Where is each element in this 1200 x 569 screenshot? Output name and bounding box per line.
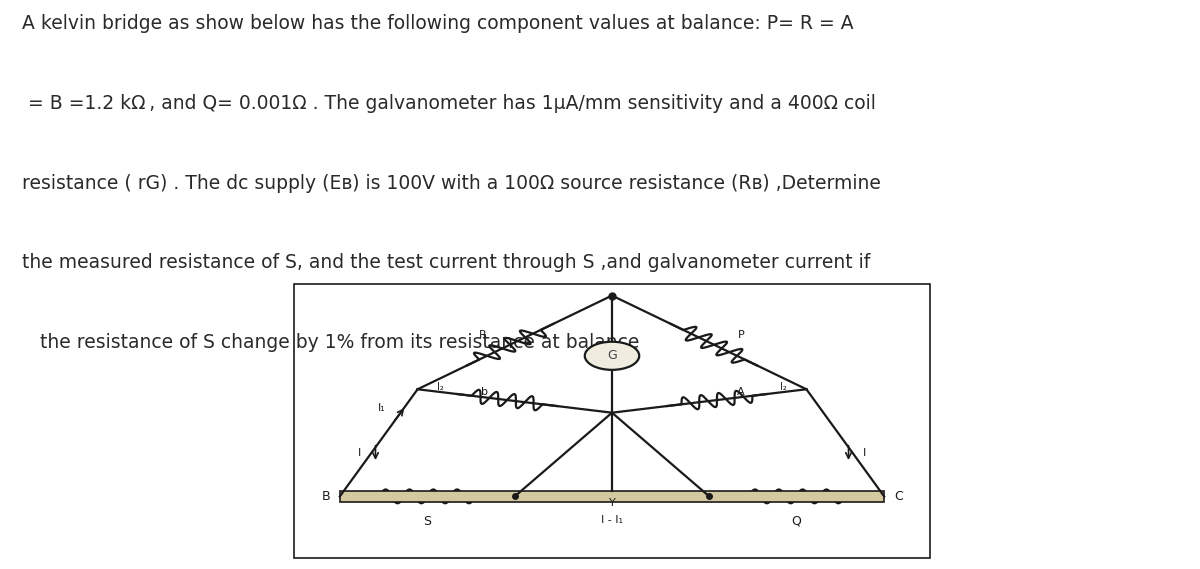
Text: B: B: [322, 490, 330, 503]
Text: S: S: [424, 515, 431, 528]
Text: I₁: I₁: [378, 403, 386, 413]
Text: I₂: I₂: [780, 382, 787, 392]
Text: b: b: [480, 387, 487, 397]
Text: I₂: I₂: [437, 382, 444, 392]
Bar: [340, 491, 884, 502]
Text: = B =1.2 kΩ , and Q= 0.001Ω . The galvanometer has 1μA/mm sensitivity and a 400Ω: = B =1.2 kΩ , and Q= 0.001Ω . The galvan…: [22, 94, 876, 113]
Text: the resistance of S change by 1% from its resistance at balance: the resistance of S change by 1% from it…: [22, 333, 638, 352]
Text: the measured resistance of S, and the test current through S ,and galvanometer c: the measured resistance of S, and the te…: [22, 253, 870, 272]
Text: R: R: [479, 329, 486, 340]
Text: C: C: [894, 490, 902, 503]
Text: Y: Y: [608, 498, 616, 508]
Text: A: A: [737, 387, 744, 397]
Text: Q: Q: [792, 515, 802, 528]
Circle shape: [584, 342, 640, 370]
Text: resistance ( rG) . The dc supply (Eʙ) is 100V with a 100Ω source resistance (Rʙ): resistance ( rG) . The dc supply (Eʙ) is…: [22, 174, 881, 192]
Text: P: P: [738, 329, 745, 340]
Text: G: G: [607, 349, 617, 362]
Text: A kelvin bridge as show below has the following component values at balance: P= : A kelvin bridge as show below has the fo…: [22, 14, 853, 33]
Text: I - I₁: I - I₁: [601, 515, 623, 525]
Text: I: I: [358, 448, 361, 458]
Text: I: I: [863, 448, 866, 458]
